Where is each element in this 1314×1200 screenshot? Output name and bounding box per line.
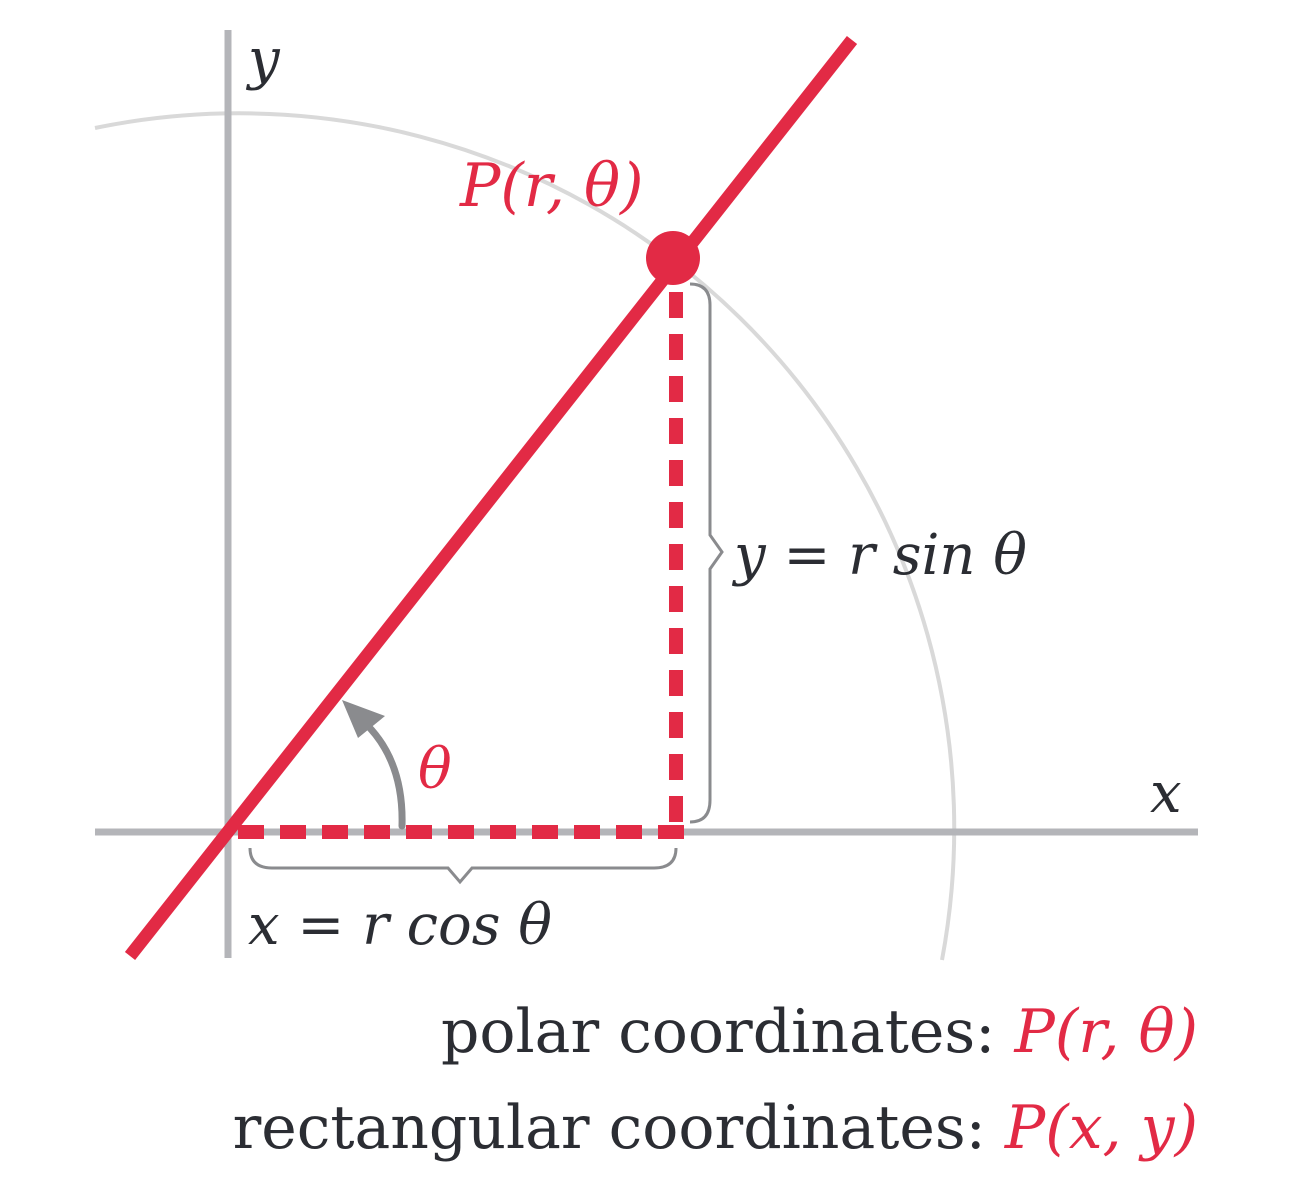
y-brace [689,282,724,824]
rectangular-caption-value: P(x, y) [1004,1093,1198,1163]
y-axis-label: y [245,27,281,92]
x-equation: x = r cos θ [248,893,552,958]
x-axis-label: x [1150,761,1182,826]
point-label: P(r, θ) [459,151,644,221]
rectangular-caption-prefix: rectangular coordinates: [233,1093,1005,1163]
angle-arrow-head [342,700,385,738]
angle-arc [360,718,406,830]
radius-arc [94,111,957,961]
y-equation: y = r sin θ [731,523,1027,588]
point-p-dot [646,231,700,285]
polar-caption: polar coordinates: P(r, θ) [441,997,1198,1067]
polar-caption-prefix: polar coordinates: [441,997,1015,1067]
x-brace [248,847,678,885]
theta-label: θ [418,737,452,802]
radius-ray [124,35,858,961]
rectangular-caption: rectangular coordinates: P(x, y) [233,1093,1198,1163]
polar-caption-value: P(r, θ) [1013,997,1198,1067]
